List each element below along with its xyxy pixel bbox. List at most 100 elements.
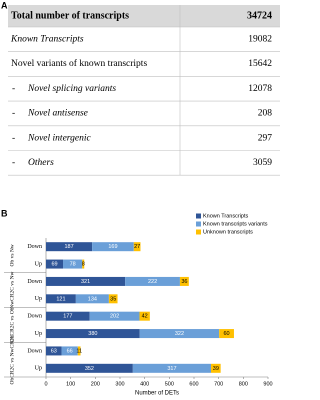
y-tick-label: Down <box>27 244 42 250</box>
row-label: Others <box>28 158 54 168</box>
row-value: 208 <box>258 109 273 119</box>
row-label: Total number of transcripts <box>11 10 129 21</box>
group-label: NwCR2C vs Nw <box>9 271 15 308</box>
bar-segment <box>219 329 234 339</box>
row-value: 12078 <box>248 84 272 94</box>
bar-segment <box>46 311 90 321</box>
bar-segment <box>75 294 109 304</box>
data-label: 66 <box>67 348 73 354</box>
row-label: Novel splicing variants <box>27 84 116 94</box>
bar-segment <box>46 242 93 252</box>
row-prefix: - <box>12 133 15 143</box>
data-label: 222 <box>148 279 157 285</box>
bar-segment <box>46 259 64 269</box>
y-tick-label: Up <box>35 261 42 267</box>
data-label: 317 <box>167 366 176 372</box>
x-tick-label: 0 <box>44 381 47 387</box>
row-value: 15642 <box>248 59 272 69</box>
data-label: 69 <box>51 262 57 268</box>
bar-segment <box>46 363 133 373</box>
legend-label: Known transcripts variants <box>203 221 268 227</box>
bar-segment <box>46 294 76 304</box>
row-value: 3059 <box>253 158 272 168</box>
y-tick-label: Up <box>35 331 42 337</box>
panel-label: A <box>1 0 8 10</box>
row-label: Novel antisense <box>27 109 88 119</box>
bar-segment <box>139 329 220 339</box>
x-tick-label: 100 <box>66 381 75 387</box>
data-label: 63 <box>51 348 57 354</box>
data-label: 380 <box>88 331 97 337</box>
y-tick-label: Down <box>27 348 42 354</box>
x-tick-label: 700 <box>214 381 223 387</box>
legend-swatch <box>196 213 201 219</box>
legend-swatch <box>196 229 201 235</box>
bar-segment <box>46 276 126 286</box>
row-prefix: - <box>12 84 15 94</box>
bar-segment <box>133 242 141 252</box>
data-label: 39 <box>213 366 219 372</box>
row-label: Known Transcripts <box>10 35 84 45</box>
data-label: 134 <box>88 296 97 302</box>
x-tick-label: 400 <box>140 381 149 387</box>
data-label: 169 <box>108 244 117 250</box>
data-label: 60 <box>223 331 229 337</box>
x-tick-label: 300 <box>115 381 124 387</box>
bar-segment <box>108 294 118 304</box>
group-label: ObCR2C vs Ob <box>9 307 15 342</box>
data-label: 78 <box>70 262 76 268</box>
figure: A B Total number of transcripts 34724 Know… <box>1 0 280 397</box>
bar-segment <box>89 311 140 321</box>
data-label: 321 <box>81 279 90 285</box>
x-tick-label: 600 <box>189 381 198 387</box>
x-axis-title: Number of DETs <box>135 391 179 397</box>
y-tick-label: Up <box>35 296 42 302</box>
y-tick-label: Down <box>27 314 42 320</box>
data-label: 187 <box>64 244 73 250</box>
data-label: 177 <box>63 314 72 320</box>
legend-label: Known Transcripts <box>203 213 248 219</box>
y-tick-label: Up <box>35 366 42 372</box>
x-tick-label: 900 <box>263 381 272 387</box>
data-label: 121 <box>56 296 65 302</box>
y-tick-label: Down <box>27 279 42 285</box>
legend-label: Unknown transcripts <box>203 229 253 235</box>
data-label: 11 <box>76 348 82 354</box>
bar-segment <box>46 329 140 339</box>
data-label: 36 <box>181 279 187 285</box>
bar-segment <box>63 259 83 269</box>
data-label: 8 <box>82 262 85 268</box>
row-value: 19082 <box>248 35 272 45</box>
x-tick-label: 500 <box>165 381 174 387</box>
legend-swatch <box>196 221 201 227</box>
row-value: 297 <box>258 133 273 143</box>
bar-segment <box>92 242 134 252</box>
bar-segment <box>82 259 85 269</box>
bar-segment <box>211 363 221 373</box>
bar-segment <box>61 346 78 356</box>
bar-segment <box>179 276 189 286</box>
row-label: Novel variants of known transcripts <box>11 58 147 69</box>
bar-segment <box>125 276 180 286</box>
bar-segment <box>139 311 150 321</box>
bar-segment <box>46 346 62 356</box>
row-label: Novel intergenic <box>27 133 91 143</box>
row-value: 34724 <box>247 10 272 21</box>
panel-label: B <box>1 208 8 218</box>
data-label: 42 <box>142 314 148 320</box>
x-tick-label: 200 <box>91 381 100 387</box>
group-label: ObCR2C vs NwCR2C <box>9 334 15 384</box>
data-label: 27 <box>134 244 140 250</box>
data-label: 202 <box>110 314 119 320</box>
data-label: 352 <box>85 366 94 372</box>
header-row-bg <box>8 5 280 27</box>
group-label: Ob vs Nw <box>9 244 15 266</box>
bar-segment <box>132 363 212 373</box>
bar-segment <box>77 346 81 356</box>
data-label: 322 <box>175 331 184 337</box>
row-prefix: - <box>12 158 15 168</box>
x-tick-label: 800 <box>239 381 248 387</box>
data-label: 35 <box>110 296 116 302</box>
row-prefix: - <box>12 109 15 119</box>
